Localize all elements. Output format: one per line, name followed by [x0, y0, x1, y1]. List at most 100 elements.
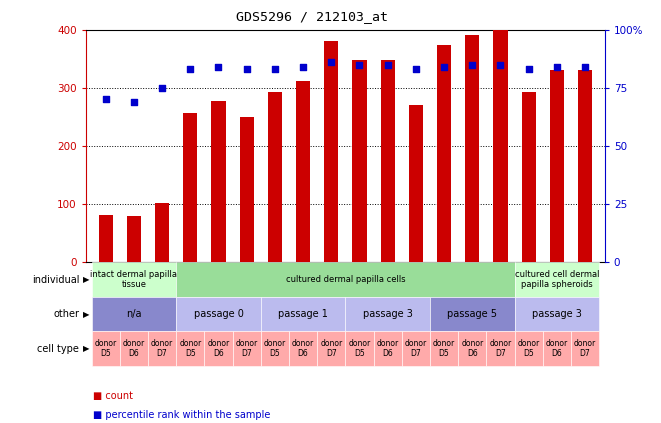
- Text: passage 3: passage 3: [532, 309, 582, 319]
- Text: donor
D5: donor D5: [433, 339, 455, 358]
- Text: donor
D7: donor D7: [235, 339, 258, 358]
- Bar: [155, 203, 169, 262]
- Point: [100, 96, 111, 103]
- Text: GSM1090245: GSM1090245: [463, 262, 472, 313]
- Text: donor
D7: donor D7: [320, 339, 342, 358]
- Text: donor
D7: donor D7: [405, 339, 427, 358]
- Point: [495, 61, 506, 68]
- Text: ▶: ▶: [83, 344, 89, 353]
- Text: ▶: ▶: [83, 275, 89, 284]
- Text: GSM1090240: GSM1090240: [323, 262, 331, 313]
- Text: GSM1090233: GSM1090233: [125, 262, 134, 313]
- Point: [241, 66, 252, 73]
- Bar: [204, 331, 233, 366]
- Bar: [486, 331, 514, 366]
- Bar: [514, 262, 599, 297]
- Bar: [430, 297, 514, 331]
- Bar: [381, 60, 395, 262]
- Bar: [437, 45, 451, 262]
- Text: GSM1090244: GSM1090244: [435, 262, 444, 313]
- Bar: [261, 331, 289, 366]
- Bar: [458, 331, 486, 366]
- Text: cultured cell dermal
papilla spheroids: cultured cell dermal papilla spheroids: [515, 270, 599, 289]
- Point: [214, 63, 224, 70]
- Bar: [352, 60, 366, 262]
- Text: GSM1090247: GSM1090247: [520, 262, 529, 313]
- Bar: [176, 262, 514, 297]
- Text: GSM1090249: GSM1090249: [576, 262, 585, 313]
- Point: [524, 66, 534, 73]
- Bar: [176, 331, 204, 366]
- Text: donor
D6: donor D6: [546, 339, 568, 358]
- Text: donor
D6: donor D6: [461, 339, 483, 358]
- Bar: [325, 41, 338, 262]
- Text: GSM1090248: GSM1090248: [548, 262, 557, 313]
- Bar: [550, 70, 564, 262]
- Text: GSM1090241: GSM1090241: [350, 262, 360, 313]
- Text: donor
D6: donor D6: [292, 339, 314, 358]
- Text: intact dermal papilla
tissue: intact dermal papilla tissue: [91, 270, 177, 289]
- Point: [298, 63, 309, 70]
- Point: [382, 61, 393, 68]
- Point: [354, 61, 365, 68]
- Text: GSM1090242: GSM1090242: [379, 262, 387, 313]
- Text: GDS5296 / 212103_at: GDS5296 / 212103_at: [237, 10, 388, 23]
- Text: ■ count: ■ count: [93, 390, 133, 401]
- Point: [410, 66, 421, 73]
- Bar: [493, 30, 508, 262]
- Bar: [92, 297, 176, 331]
- Text: donor
D6: donor D6: [123, 339, 145, 358]
- Bar: [522, 93, 535, 262]
- Bar: [408, 104, 423, 262]
- Text: donor
D5: donor D5: [348, 339, 371, 358]
- Text: donor
D5: donor D5: [95, 339, 117, 358]
- Bar: [578, 70, 592, 262]
- Bar: [317, 331, 345, 366]
- Text: cultured dermal papilla cells: cultured dermal papilla cells: [286, 275, 405, 284]
- Bar: [148, 331, 176, 366]
- Bar: [183, 113, 198, 262]
- Text: passage 1: passage 1: [278, 309, 328, 319]
- Bar: [240, 118, 254, 262]
- Bar: [92, 262, 176, 297]
- Point: [129, 98, 139, 105]
- Text: donor
D7: donor D7: [574, 339, 596, 358]
- Text: donor
D5: donor D5: [264, 339, 286, 358]
- Bar: [233, 331, 261, 366]
- Bar: [98, 214, 113, 262]
- Bar: [296, 81, 310, 262]
- Text: GSM1090239: GSM1090239: [294, 262, 303, 313]
- Text: passage 5: passage 5: [447, 309, 497, 319]
- Bar: [289, 331, 317, 366]
- Text: passage 3: passage 3: [363, 309, 412, 319]
- Bar: [571, 331, 599, 366]
- Text: GSM1090246: GSM1090246: [492, 262, 500, 313]
- Text: donor
D6: donor D6: [377, 339, 399, 358]
- Text: donor
D5: donor D5: [518, 339, 540, 358]
- Text: ▶: ▶: [83, 310, 89, 319]
- Bar: [176, 297, 261, 331]
- Bar: [514, 297, 599, 331]
- Bar: [261, 297, 345, 331]
- Point: [467, 61, 477, 68]
- Text: other: other: [54, 309, 79, 319]
- Text: GSM1090235: GSM1090235: [181, 262, 190, 313]
- Point: [157, 85, 167, 91]
- Bar: [92, 331, 120, 366]
- Point: [580, 63, 590, 70]
- Point: [326, 59, 336, 66]
- Bar: [268, 92, 282, 262]
- Point: [439, 63, 449, 70]
- Text: donor
D6: donor D6: [208, 339, 229, 358]
- Text: GSM1090234: GSM1090234: [153, 262, 162, 313]
- Bar: [543, 331, 571, 366]
- Text: GSM1090232: GSM1090232: [97, 262, 106, 313]
- Bar: [345, 297, 430, 331]
- Bar: [514, 331, 543, 366]
- Bar: [212, 101, 225, 262]
- Text: donor
D5: donor D5: [179, 339, 202, 358]
- Text: ■ percentile rank within the sample: ■ percentile rank within the sample: [93, 409, 270, 420]
- Bar: [120, 331, 148, 366]
- Bar: [345, 331, 373, 366]
- Text: donor
D7: donor D7: [489, 339, 512, 358]
